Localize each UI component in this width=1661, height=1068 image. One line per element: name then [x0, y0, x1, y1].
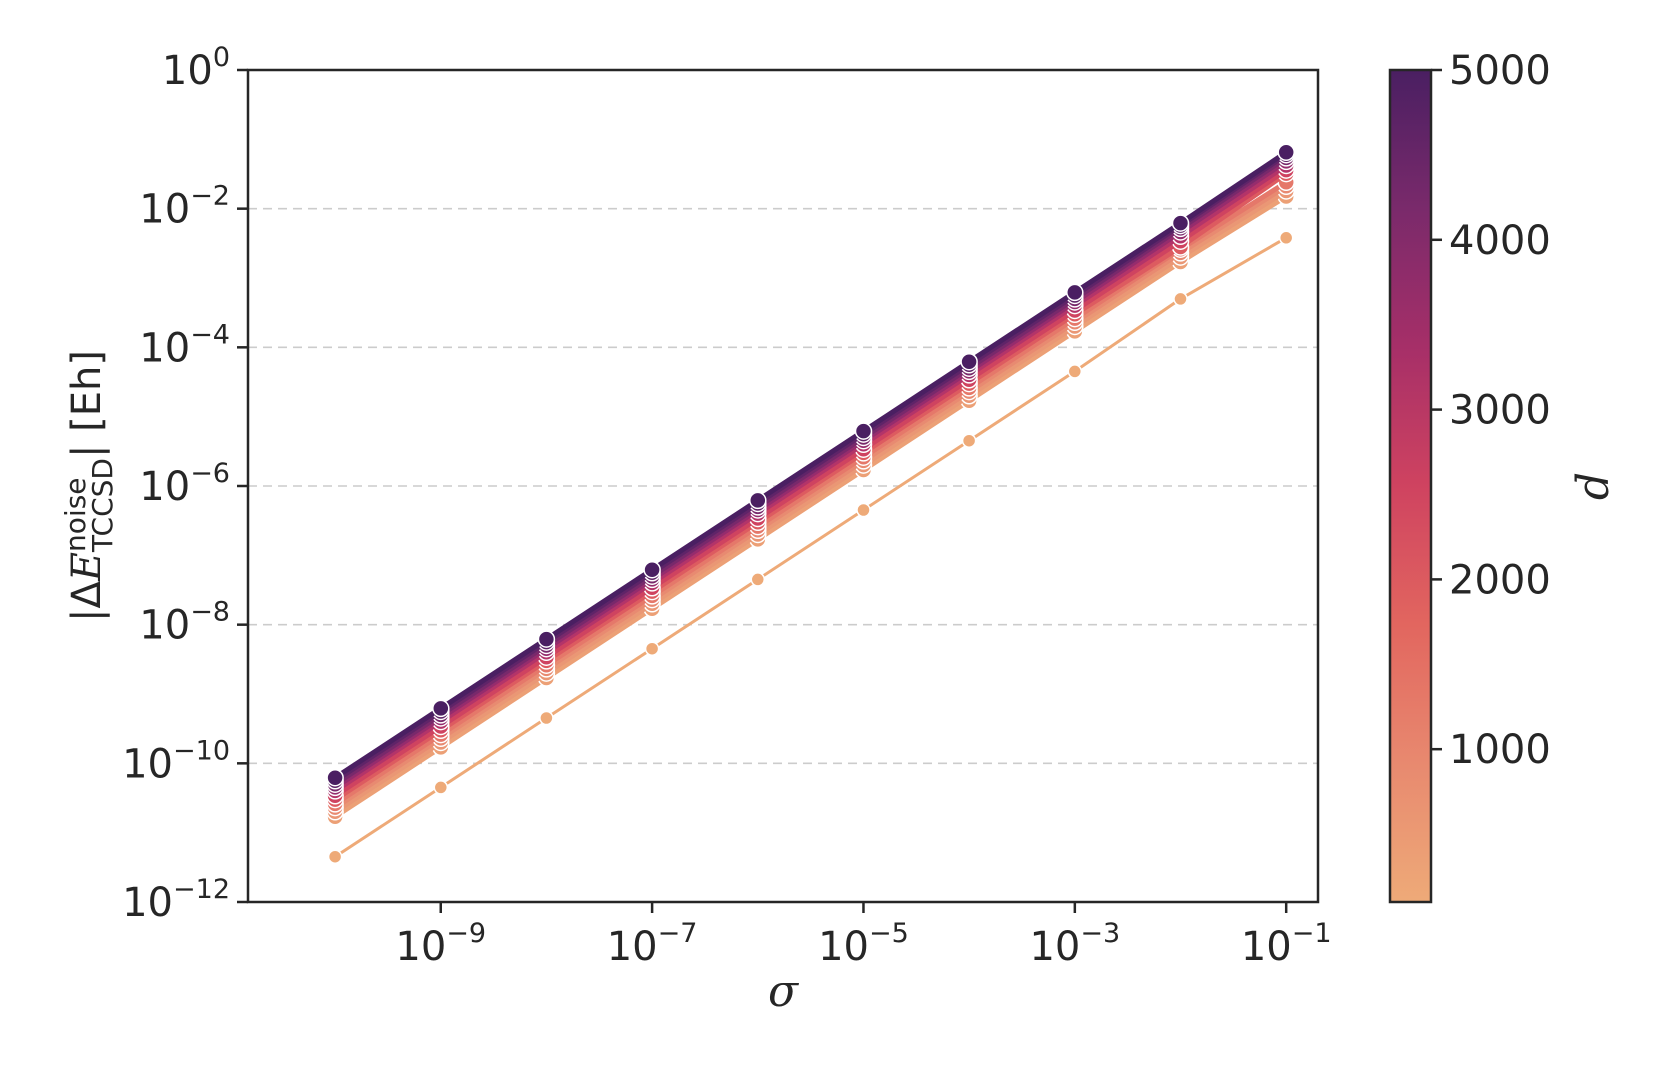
data-point — [433, 780, 449, 795]
series-d-5000 — [326, 143, 1295, 787]
y-tick-label: 10−12 — [122, 874, 230, 926]
series-line — [333, 188, 1288, 814]
colorbar-tick-label: 1000 — [1449, 727, 1551, 773]
y-tick-label: 10−6 — [139, 458, 230, 510]
series-line — [333, 168, 1288, 798]
data-point — [749, 491, 767, 510]
series-line — [333, 159, 1288, 790]
x-tick-label: 10−5 — [818, 918, 909, 970]
data-point — [1171, 214, 1190, 232]
data-point — [1173, 291, 1188, 307]
series-d-300 — [326, 187, 1295, 826]
series-line — [333, 171, 1288, 802]
series-d-100 — [327, 230, 1294, 864]
colorbar: 1000 2000 3000 4000 5000 d — [1388, 48, 1619, 904]
series-line — [333, 150, 1288, 780]
data-point — [643, 560, 661, 579]
y-tick-label: 100 — [162, 42, 230, 94]
y-tick-label: 10−4 — [139, 319, 230, 371]
y-tick-label: 10−2 — [139, 181, 230, 233]
y-axis-label: |ΔEnoiseTCCSD| [Eh] — [59, 350, 119, 622]
series-line — [333, 194, 1288, 819]
series-line — [333, 155, 1288, 787]
colorbar-tick-label: 4000 — [1449, 218, 1551, 264]
y-axis-label-prefix: |Δ — [64, 581, 110, 622]
y-axis-label-subscript: TCCSD — [86, 458, 119, 553]
series-d-1200 — [326, 173, 1295, 813]
data-point — [327, 849, 343, 864]
y-tick-label: 10−10 — [122, 735, 230, 787]
y-axis: 100 10−2 10−4 10−6 10−8 10−10 10−12 — [122, 42, 248, 926]
data-point — [537, 630, 556, 648]
colorbar-tick-label: 2000 — [1449, 557, 1551, 603]
x-axis-label: σ — [768, 966, 800, 1017]
data-point — [960, 352, 978, 371]
plot-series — [326, 143, 1295, 864]
data-point — [432, 699, 450, 718]
data-point — [539, 710, 554, 726]
series-line — [333, 163, 1288, 793]
data-point — [854, 422, 873, 440]
series-line — [334, 236, 1287, 858]
data-point — [1067, 364, 1083, 379]
series-d-800 — [326, 177, 1295, 817]
y-axis-label-suffix: | [Eh] — [64, 350, 110, 458]
colorbar-tick-label: 3000 — [1449, 388, 1551, 434]
y-axis-label-superscript: noise — [59, 477, 92, 551]
colorbar-tick-label: 5000 — [1449, 48, 1551, 94]
data-point — [961, 433, 977, 448]
x-tick-label: 10−3 — [1029, 918, 1120, 970]
colorbar-gradient — [1388, 68, 1433, 904]
data-point — [856, 502, 871, 518]
x-tick-label: 10−7 — [607, 918, 698, 970]
x-tick-label: 10−9 — [395, 918, 486, 970]
data-point — [750, 572, 766, 587]
colorbar-label: d — [1568, 472, 1619, 500]
data-point — [1066, 283, 1084, 302]
series-d-500 — [326, 182, 1295, 821]
data-point — [644, 641, 660, 656]
series-line — [333, 184, 1288, 810]
grid — [248, 207, 1318, 765]
x-tick-label: 10−1 — [1241, 918, 1332, 970]
data-point — [1277, 143, 1295, 162]
data-point — [326, 768, 344, 787]
y-axis-label-symbol: E — [64, 552, 110, 582]
y-tick-label: 10−8 — [139, 597, 230, 649]
data-point — [1278, 230, 1294, 246]
colorbar-ticks: 1000 2000 3000 4000 5000 — [1431, 48, 1551, 773]
series-line — [333, 180, 1288, 806]
x-axis: 10−9 10−7 10−5 10−3 10−1 — [395, 902, 1332, 970]
